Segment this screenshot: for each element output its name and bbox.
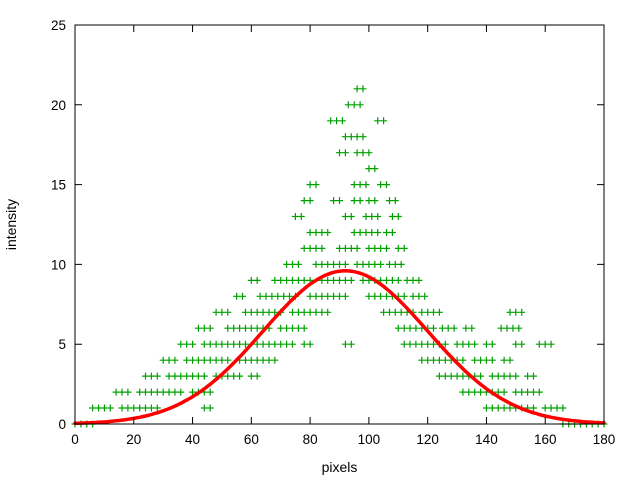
tick-labels: 0 20 40 60 80 100 120 140 160 180 0 5 10 15 20 25 — [51, 18, 615, 447]
tick-label: 10 — [51, 257, 66, 272]
tick-label: 180 — [593, 432, 616, 447]
tick-label: 0 — [58, 417, 66, 432]
tick-label: 20 — [126, 432, 141, 447]
tick-label: 0 — [71, 432, 79, 447]
tick-label: 140 — [475, 432, 498, 447]
tick-label: 160 — [534, 432, 557, 447]
tick-label: 60 — [244, 432, 259, 447]
fit-curve — [73, 269, 606, 426]
x-axis-label: pixels — [322, 459, 358, 475]
tick-label: 15 — [51, 178, 66, 193]
tick-label: 20 — [51, 98, 66, 113]
tick-label: 80 — [303, 432, 318, 447]
tick-label: 25 — [51, 18, 66, 33]
axes — [74, 24, 605, 425]
tick-label: 40 — [185, 432, 200, 447]
plot-background — [75, 25, 604, 424]
tick-label: 120 — [416, 432, 439, 447]
tick-label: 5 — [58, 337, 66, 352]
y-axis-label: intensity — [3, 199, 19, 250]
tick-label: 100 — [358, 432, 381, 447]
